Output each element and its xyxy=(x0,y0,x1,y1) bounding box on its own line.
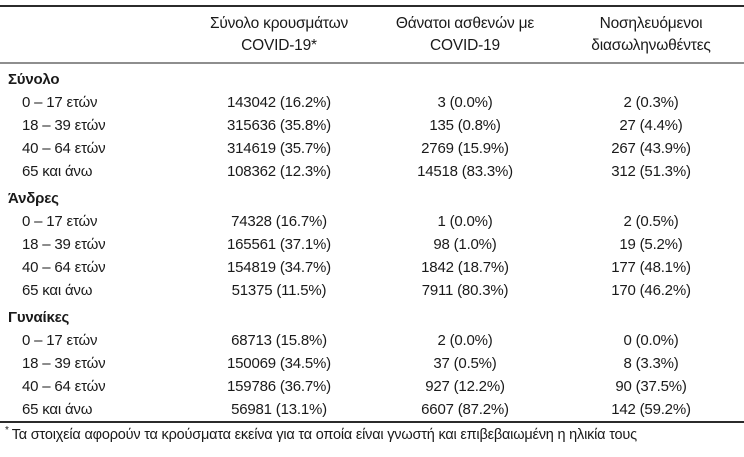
table-row: 0 – 17 ετών 74328 (16.7%) 1 (0.0%) 2 (0.… xyxy=(0,210,744,233)
intubated-column-header: Νοσηλευόμενοι διασωληνωθέντες xyxy=(558,6,744,64)
section-label: Γυναίκες xyxy=(8,309,70,326)
cases-value: 51375 (11.5%) xyxy=(231,282,327,299)
deaths-value: 3 (0.0%) xyxy=(437,94,493,111)
age-group-label: 65 και άνω xyxy=(22,282,93,299)
intubated-value: 2 (0.5%) xyxy=(623,213,679,230)
table-row: 40 – 64 ετών 314619 (35.7%) 2769 (15.9%)… xyxy=(0,137,744,160)
table-header: Σύνολο κρουσμάτων COVID-19* Θάνατοι ασθε… xyxy=(0,6,744,64)
table-row: 18 – 39 ετών 315636 (35.8%) 135 (0.8%) 2… xyxy=(0,114,744,137)
deaths-value: 7911 (80.3%) xyxy=(421,282,509,299)
table-row: 65 και άνω 108362 (12.3%) 14518 (83.3%) … xyxy=(0,160,744,183)
cases-value: 165561 (37.1%) xyxy=(227,236,331,253)
deaths-header-line1: Θάνατοι ασθενών με xyxy=(395,15,535,32)
intubated-header-line2: διασωληνωθέντες xyxy=(591,37,711,54)
table-row: 65 και άνω 56981 (13.1%) 6607 (87.2%) 14… xyxy=(0,398,744,422)
table-row: 0 – 17 ετών 68713 (15.8%) 2 (0.0%) 0 (0.… xyxy=(0,329,744,352)
intubated-value: 90 (37.5%) xyxy=(615,378,687,395)
table-header-row: Σύνολο κρουσμάτων COVID-19* Θάνατοι ασθε… xyxy=(0,6,744,64)
deaths-value: 2769 (15.9%) xyxy=(421,140,509,157)
intubated-value: 19 (5.2%) xyxy=(619,236,683,253)
intubated-value: 2 (0.3%) xyxy=(623,94,679,111)
age-group-label: 40 – 64 ετών xyxy=(22,378,106,395)
covid-stats-table: Σύνολο κρουσμάτων COVID-19* Θάνατοι ασθε… xyxy=(0,5,744,423)
cases-value: 150069 (34.5%) xyxy=(227,355,331,372)
age-group-label: 0 – 17 ετών xyxy=(22,332,98,349)
section-header-men: Άνδρες xyxy=(0,183,744,210)
deaths-header-line2: COVID-19 xyxy=(430,37,500,54)
deaths-value: 1842 (18.7%) xyxy=(421,259,509,276)
deaths-value: 14518 (83.3%) xyxy=(417,163,513,180)
table-row: 40 – 64 ετών 159786 (36.7%) 927 (12.2%) … xyxy=(0,375,744,398)
intubated-header-line1: Νοσηλευόμενοι xyxy=(599,15,703,32)
age-group-label: 0 – 17 ετών xyxy=(22,213,98,230)
deaths-value: 2 (0.0%) xyxy=(437,332,493,349)
age-group-label: 65 και άνω xyxy=(22,163,93,180)
intubated-value: 0 (0.0%) xyxy=(623,332,679,349)
intubated-value: 142 (59.2%) xyxy=(611,401,691,418)
intubated-value: 8 (3.3%) xyxy=(623,355,679,372)
intubated-value: 177 (48.1%) xyxy=(611,259,691,276)
cases-value: 159786 (36.7%) xyxy=(227,378,331,395)
intubated-value: 267 (43.9%) xyxy=(611,140,691,157)
section-header-total: Σύνολο xyxy=(0,63,744,91)
deaths-value: 37 (0.5%) xyxy=(433,355,497,372)
cases-header-line2: COVID-19* xyxy=(241,37,317,54)
table-footnote: * Τα στοιχεία αφορούν τα κρούσματα εκείνα… xyxy=(0,423,744,446)
table-row: 65 και άνω 51375 (11.5%) 7911 (80.3%) 17… xyxy=(0,279,744,302)
deaths-column-header: Θάνατοι ασθενών με COVID-19 xyxy=(372,6,558,64)
intubated-value: 312 (51.3%) xyxy=(611,163,691,180)
row-label-column-header xyxy=(0,6,186,64)
cases-value: 74328 (16.7%) xyxy=(231,213,327,230)
cases-value: 314619 (35.7%) xyxy=(227,140,331,157)
age-group-label: 0 – 17 ετών xyxy=(22,94,98,111)
table-row: 0 – 17 ετών 143042 (16.2%) 3 (0.0%) 2 (0… xyxy=(0,91,744,114)
footnote-asterisk-marker: * xyxy=(5,425,9,437)
table-body: Σύνολο 0 – 17 ετών 143042 (16.2%) 3 (0.0… xyxy=(0,63,744,422)
cases-header-line1: Σύνολο κρουσμάτων xyxy=(209,15,349,32)
table-row: 18 – 39 ετών 150069 (34.5%) 37 (0.5%) 8 … xyxy=(0,352,744,375)
age-group-label: 65 και άνω xyxy=(22,401,93,418)
table-row: 18 – 39 ετών 165561 (37.1%) 98 (1.0%) 19… xyxy=(0,233,744,256)
intubated-value: 27 (4.4%) xyxy=(619,117,683,134)
deaths-value: 927 (12.2%) xyxy=(425,378,505,395)
section-label: Άνδρες xyxy=(8,190,59,207)
cases-value: 143042 (16.2%) xyxy=(227,94,331,111)
table-row: 40 – 64 ετών 154819 (34.7%) 1842 (18.7%)… xyxy=(0,256,744,279)
cases-value: 68713 (15.8%) xyxy=(231,332,327,349)
cases-value: 315636 (35.8%) xyxy=(227,117,331,134)
age-group-label: 18 – 39 ετών xyxy=(22,355,106,372)
age-group-label: 40 – 64 ετών xyxy=(22,259,106,276)
cases-value: 154819 (34.7%) xyxy=(227,259,331,276)
cases-value: 56981 (13.1%) xyxy=(231,401,327,418)
deaths-value: 6607 (87.2%) xyxy=(421,401,509,418)
age-group-label: 18 – 39 ετών xyxy=(22,117,106,134)
intubated-value: 170 (46.2%) xyxy=(611,282,691,299)
deaths-value: 1 (0.0%) xyxy=(437,213,493,230)
deaths-value: 135 (0.8%) xyxy=(429,117,501,134)
section-label: Σύνολο xyxy=(8,71,60,88)
cases-value: 108362 (12.3%) xyxy=(227,163,331,180)
age-group-label: 40 – 64 ετών xyxy=(22,140,106,157)
deaths-value: 98 (1.0%) xyxy=(433,236,497,253)
footnote-text: Τα στοιχεία αφορούν τα κρούσματα εκείνα … xyxy=(11,427,637,443)
age-group-label: 18 – 39 ετών xyxy=(22,236,106,253)
section-header-women: Γυναίκες xyxy=(0,302,744,329)
cases-column-header: Σύνολο κρουσμάτων COVID-19* xyxy=(186,6,372,64)
